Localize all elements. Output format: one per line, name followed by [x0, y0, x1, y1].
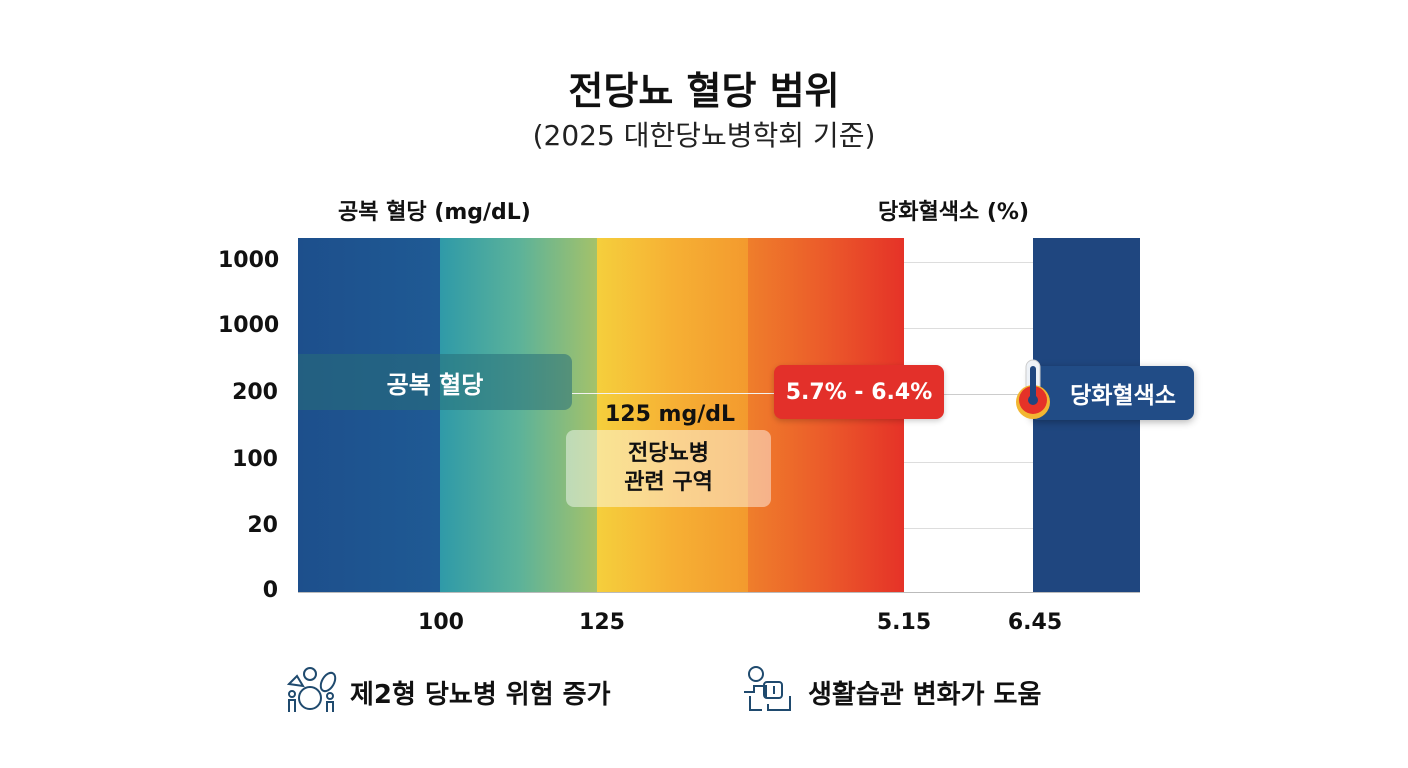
- people-icon: [286, 667, 337, 712]
- y-tick-label: 200: [232, 380, 278, 405]
- chart-title: 전당뇨 혈당 범위: [568, 69, 840, 113]
- a1c-range-label: 5.7% - 6.4%: [774, 365, 944, 419]
- connector-line: [944, 394, 1024, 395]
- left-axis-title: 공복 혈당 (mg/dL): [338, 200, 531, 225]
- connector-line: [572, 393, 777, 394]
- zone-line-1: 전당뇨병: [628, 440, 709, 466]
- chart-subtitle: (2025 대한당뇨병학회 기준): [532, 119, 876, 152]
- band-prediabetes: [597, 238, 748, 592]
- band-transition: [440, 238, 597, 592]
- a1c-label: 당화혈색소: [1030, 366, 1194, 420]
- thermometer-icon: [1016, 359, 1050, 419]
- threshold-label: 125 mg/dL: [604, 402, 736, 427]
- x-tick-label: 100: [418, 610, 464, 635]
- gridline: [904, 528, 1033, 529]
- prediabetes-zone-label: 전당뇨병 관련 구역: [566, 430, 771, 507]
- x-tick-label: 125: [579, 610, 625, 635]
- lifestyle-icon: [744, 666, 791, 711]
- x-tick-label: 5.15: [876, 610, 932, 635]
- footer-left-text: 제2형 당뇨병 위험 증가: [350, 680, 611, 710]
- fasting-glucose-label: 공복 혈당: [298, 354, 572, 410]
- right-axis-title: 당화혈색소 (%): [878, 200, 1030, 225]
- y-tick-label: 1000: [218, 313, 280, 338]
- x-axis-line: [298, 592, 1140, 593]
- y-tick-label: 1000: [218, 248, 280, 273]
- gridline: [904, 462, 1033, 463]
- x-tick-label: 6.45: [1007, 610, 1063, 635]
- zone-line-2: 관련 구역: [624, 469, 713, 495]
- band-normal: [298, 238, 440, 592]
- footer-right-text: 생활습관 변화가 도움: [808, 680, 1042, 710]
- gridline: [904, 262, 1033, 263]
- gridline: [904, 328, 1033, 329]
- y-tick-label: 0: [262, 578, 278, 603]
- y-tick-label: 20: [247, 513, 278, 538]
- y-tick-label: 100: [232, 447, 278, 472]
